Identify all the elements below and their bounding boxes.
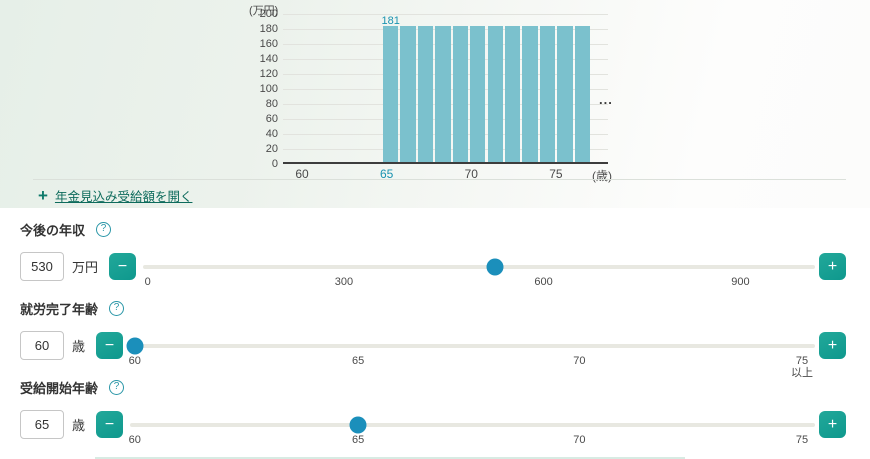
slider-rail[interactable]	[130, 422, 815, 427]
help-icon[interactable]: ?	[96, 222, 112, 237]
y-tick-label: 160	[259, 38, 278, 50]
chart-bar	[522, 26, 538, 162]
decrement-button[interactable]: −	[96, 331, 124, 359]
y-tick-label: 100	[259, 83, 278, 95]
decrement-button[interactable]: −	[96, 410, 124, 438]
x-axis-unit-label: (歳)	[592, 169, 612, 183]
increment-button[interactable]: +	[819, 331, 846, 359]
chart-bar	[452, 26, 469, 162]
slider-handle[interactable]	[349, 416, 367, 433]
chart-bar	[487, 26, 503, 162]
y-tick-label: 140	[259, 53, 278, 65]
slider-track[interactable]: 60 65 70 75	[129, 411, 815, 446]
chart-bar	[504, 26, 521, 162]
slider-label: 受給開始年齢	[20, 381, 99, 396]
x-tick-label: 70	[464, 167, 478, 181]
slider-rail[interactable]	[143, 264, 815, 269]
slider-tick-label: 70	[573, 354, 586, 367]
plus-icon: +	[38, 185, 48, 205]
slider-label: 今後の年収	[20, 223, 86, 238]
slider-tick-sublabel: 以上	[790, 366, 813, 379]
slider-tick-label: 70	[573, 433, 586, 446]
slider-group-future-income: 今後の年収 ? 万円 − 0 300 600 900 +	[20, 222, 846, 288]
slider-tick-label: 65	[351, 354, 365, 367]
slider-tick-label: 60	[128, 433, 141, 446]
slider-label: 就労完了年齢	[20, 302, 99, 317]
chart-divider	[33, 179, 846, 180]
chart-bar	[574, 26, 590, 162]
y-tick-label: 120	[259, 68, 278, 80]
chart-bar	[557, 26, 573, 162]
slider-tick-label: 600	[534, 275, 553, 288]
decrement-button[interactable]: −	[109, 252, 137, 280]
slider-track[interactable]: 0 300 600 900	[143, 253, 815, 288]
unit-label: 万円	[72, 259, 99, 275]
y-tick-label: 80	[265, 98, 278, 110]
slider-tick-label: 75 以上	[790, 354, 813, 379]
y-tick-label: 180	[259, 23, 278, 35]
slider-group-pension-start-age: 受給開始年齢 ? 歳 − 60 65 70 75 +	[20, 380, 846, 446]
bar-value-label: 181	[381, 15, 400, 28]
slider-handle[interactable]	[486, 258, 504, 275]
pension-details-link[interactable]: 年金見込み受給額を開く	[54, 189, 193, 204]
chart-bar	[383, 26, 399, 162]
chart-ellipsis: ...	[599, 92, 613, 107]
slider-controls: 今後の年収 ? 万円 − 0 300 600 900 + 就労完了年齢 ? 歳 − 6…	[0, 208, 870, 446]
chart-plot: 181 ...	[283, 14, 612, 164]
slider-rail[interactable]	[130, 343, 815, 348]
unit-label: 歳	[72, 338, 86, 354]
gridline	[283, 14, 608, 15]
slider-tick-label: 65	[351, 433, 365, 446]
chart-section: (万円) 181 ... 0 20 40 60 80 100 120 140 160 180 200…	[0, 0, 870, 208]
chart-bar	[435, 26, 451, 162]
chart-bar	[400, 26, 416, 162]
slider-track[interactable]: 60 65 70 75 以上	[126, 332, 815, 379]
y-tick-label: 0	[271, 158, 278, 170]
help-icon[interactable]: ?	[109, 380, 125, 395]
slider-tick-label: 0	[144, 275, 151, 288]
increment-button[interactable]: +	[819, 252, 846, 280]
x-tick-label: 75	[549, 167, 563, 181]
value-input[interactable]	[20, 251, 64, 281]
chart-bar	[539, 26, 556, 162]
y-tick-label: 20	[265, 143, 278, 155]
y-tick-label: 40	[265, 128, 278, 140]
y-axis-unit-label: (万円)	[249, 5, 279, 17]
slider-handle[interactable]	[126, 337, 144, 354]
pension-link-row: + 年金見込み受給額を開く	[38, 184, 192, 206]
slider-tick-label: 300	[334, 275, 354, 288]
value-input[interactable]	[20, 409, 64, 439]
bottom-accent-line	[95, 457, 685, 459]
chart-bar	[417, 26, 434, 162]
y-tick-label: 200	[259, 8, 278, 20]
y-tick-label: 60	[265, 113, 278, 125]
increment-button[interactable]: +	[819, 410, 846, 438]
x-tick-label: 60	[295, 167, 309, 181]
unit-label: 歳	[72, 417, 86, 433]
value-input[interactable]	[20, 330, 64, 360]
chart-bar	[470, 26, 486, 162]
slider-tick-label: 60	[128, 354, 141, 367]
help-icon[interactable]: ?	[109, 301, 125, 316]
slider-tick-label: 900	[731, 275, 750, 288]
slider-tick-label: 75	[795, 433, 809, 446]
x-tick-label: 65	[379, 167, 394, 181]
